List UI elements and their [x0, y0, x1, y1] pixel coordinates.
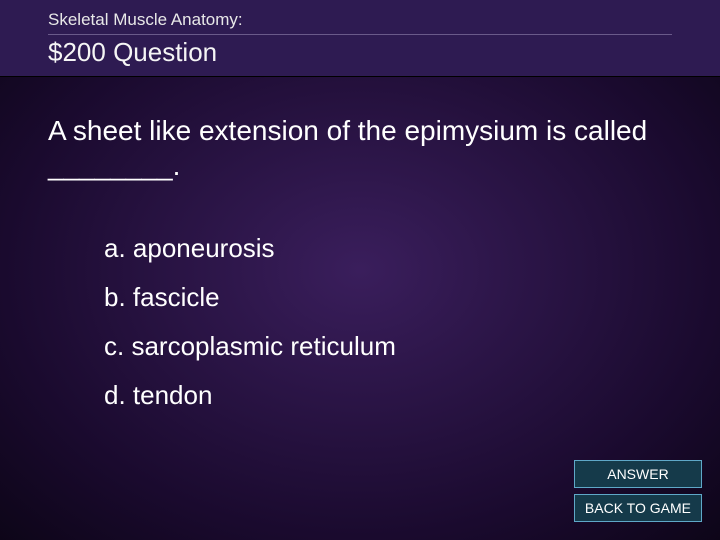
button-group: ANSWER BACK TO GAME	[574, 460, 702, 522]
category-label: Skeletal Muscle Anatomy:	[0, 10, 720, 30]
header-bar: Skeletal Muscle Anatomy: $200 Question	[0, 0, 720, 77]
question-text: A sheet like extension of the epimysium …	[48, 113, 672, 183]
answer-button[interactable]: ANSWER	[574, 460, 702, 488]
option-d: d. tendon	[104, 380, 672, 411]
header-separator	[48, 34, 672, 35]
question-block: A sheet like extension of the epimysium …	[48, 113, 672, 411]
option-a: a. aponeurosis	[104, 233, 672, 264]
back-to-game-button[interactable]: BACK TO GAME	[574, 494, 702, 522]
options-list: a. aponeurosis b. fascicle c. sarcoplasm…	[104, 233, 672, 411]
value-label: $200 Question	[0, 37, 720, 68]
option-c: c. sarcoplasmic reticulum	[104, 331, 672, 362]
option-b: b. fascicle	[104, 282, 672, 313]
